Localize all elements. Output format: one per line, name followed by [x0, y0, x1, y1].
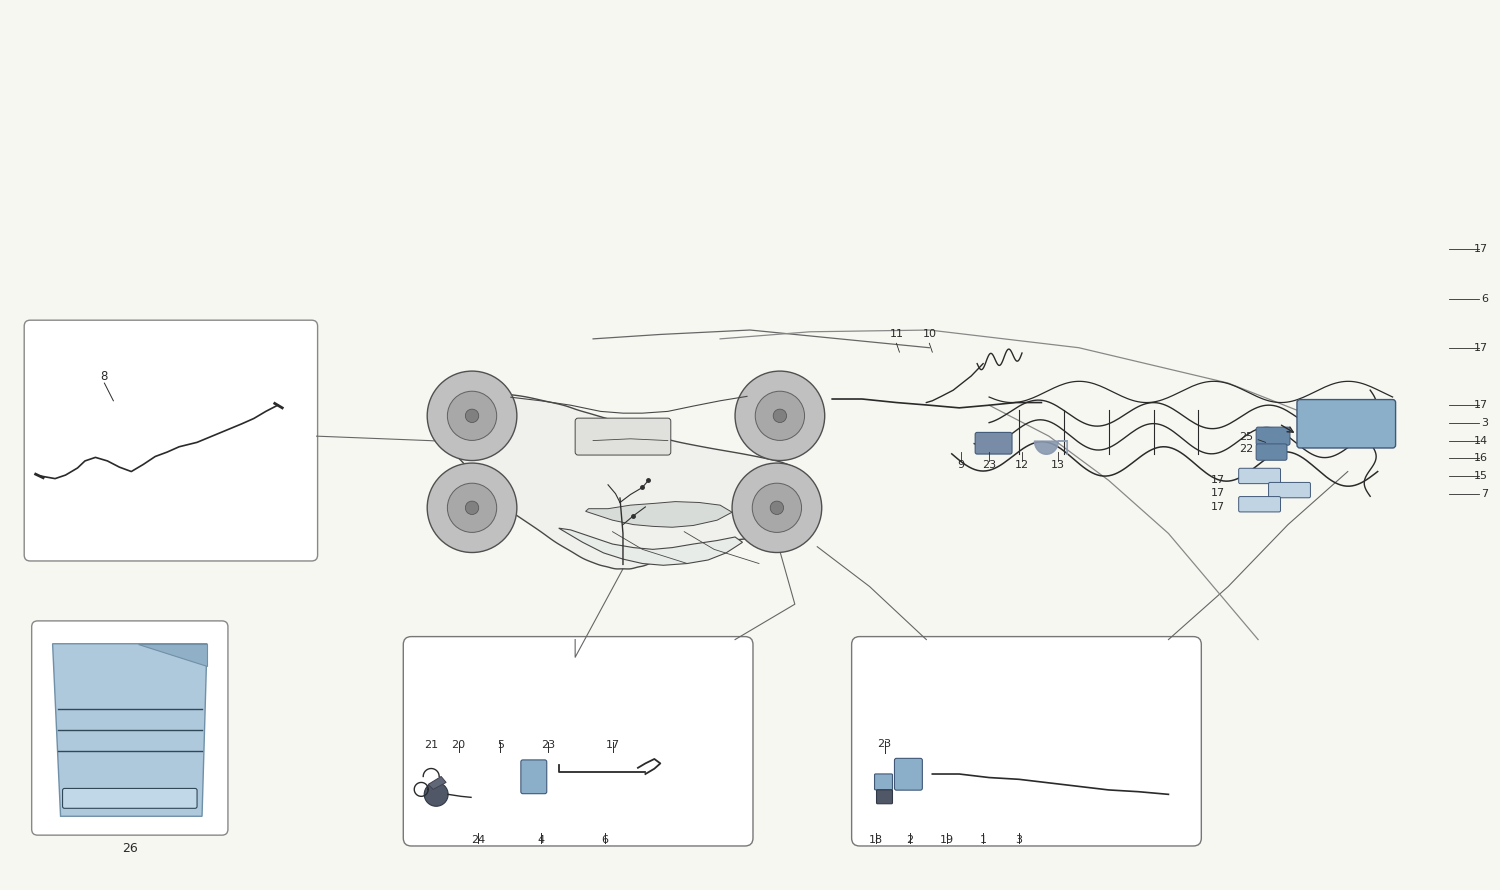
Text: 4: 4: [537, 835, 544, 845]
Text: 12: 12: [1016, 460, 1029, 470]
FancyBboxPatch shape: [574, 418, 670, 455]
Text: 17: 17: [606, 740, 619, 750]
FancyBboxPatch shape: [520, 760, 548, 794]
Circle shape: [447, 483, 497, 532]
FancyBboxPatch shape: [1256, 444, 1287, 460]
Polygon shape: [138, 643, 207, 666]
FancyBboxPatch shape: [1269, 482, 1311, 498]
Text: 3: 3: [1482, 418, 1488, 428]
Text: 14: 14: [1474, 435, 1488, 446]
Circle shape: [770, 501, 783, 514]
Text: 17: 17: [1210, 503, 1225, 513]
Circle shape: [752, 483, 801, 532]
Polygon shape: [558, 528, 742, 565]
Circle shape: [754, 392, 804, 441]
Circle shape: [732, 463, 822, 553]
Polygon shape: [448, 393, 813, 569]
FancyBboxPatch shape: [63, 789, 196, 808]
Circle shape: [427, 463, 518, 553]
Circle shape: [465, 501, 478, 514]
Text: 9: 9: [957, 460, 964, 470]
Text: 18: 18: [868, 835, 882, 845]
FancyBboxPatch shape: [1239, 468, 1281, 483]
FancyBboxPatch shape: [404, 636, 753, 846]
FancyBboxPatch shape: [852, 636, 1202, 846]
FancyBboxPatch shape: [32, 621, 228, 835]
FancyBboxPatch shape: [975, 433, 1012, 454]
Text: 17: 17: [1210, 475, 1225, 485]
Polygon shape: [585, 502, 732, 527]
Circle shape: [465, 409, 478, 423]
Text: 17: 17: [1474, 400, 1488, 410]
Text: 23: 23: [878, 739, 891, 748]
Text: 17: 17: [1210, 489, 1225, 498]
Text: 22: 22: [1239, 444, 1254, 454]
Text: 7: 7: [1480, 489, 1488, 498]
Text: 21: 21: [424, 740, 438, 750]
Text: 13: 13: [1052, 460, 1065, 470]
Text: 1: 1: [980, 835, 987, 845]
Text: 16: 16: [1474, 453, 1488, 464]
Text: 6: 6: [602, 835, 609, 845]
Text: 8: 8: [100, 370, 108, 384]
Text: 17: 17: [1474, 244, 1488, 254]
Circle shape: [735, 371, 825, 460]
FancyBboxPatch shape: [1239, 497, 1281, 512]
FancyBboxPatch shape: [876, 789, 892, 804]
Polygon shape: [53, 643, 207, 816]
Text: 5: 5: [496, 740, 504, 750]
Text: 19: 19: [940, 835, 954, 845]
Text: 17: 17: [1474, 343, 1488, 352]
Circle shape: [772, 409, 786, 423]
Circle shape: [424, 782, 448, 806]
Text: 2: 2: [906, 835, 914, 845]
Text: 23: 23: [982, 460, 996, 470]
Text: 25: 25: [1239, 432, 1252, 441]
FancyBboxPatch shape: [874, 774, 892, 789]
Text: 23: 23: [542, 740, 555, 750]
Text: 26: 26: [122, 842, 138, 855]
Text: 24: 24: [471, 835, 484, 845]
Text: 15: 15: [1474, 471, 1488, 481]
FancyBboxPatch shape: [24, 320, 318, 561]
Circle shape: [427, 371, 518, 460]
FancyBboxPatch shape: [1298, 400, 1395, 448]
Circle shape: [447, 392, 497, 441]
FancyBboxPatch shape: [894, 758, 922, 790]
FancyBboxPatch shape: [1256, 427, 1290, 445]
Polygon shape: [427, 776, 445, 789]
Text: 10: 10: [922, 329, 936, 339]
Text: 20: 20: [452, 740, 465, 750]
Text: 11: 11: [890, 329, 903, 339]
Text: 6: 6: [1482, 294, 1488, 304]
Text: 3: 3: [1016, 835, 1023, 845]
